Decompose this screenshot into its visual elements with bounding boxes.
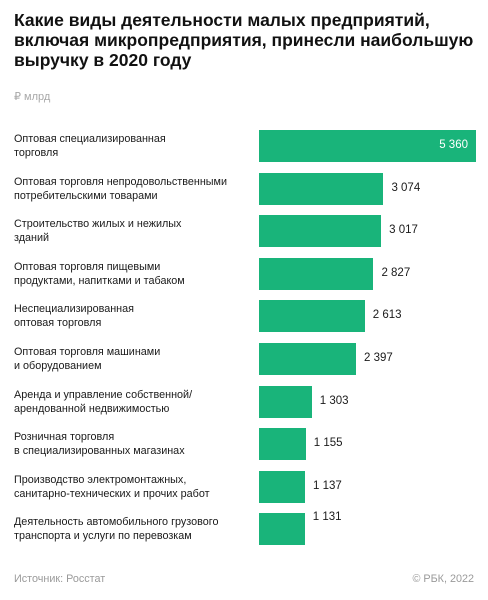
category-label-line: зданий <box>14 232 50 245</box>
value-label: 3 074 <box>391 181 421 194</box>
bar <box>259 300 365 333</box>
category-label-line: транспорта и услуги по перевозкам <box>14 530 192 543</box>
bar <box>259 385 312 418</box>
category-label: Оптовая торговля пищевыми продуктами, нап… <box>14 260 250 288</box>
category-label: Неспециализированная оптовая торговля <box>14 302 250 330</box>
category-label: Оптовая торговля непродовольственными пот… <box>14 175 250 203</box>
bar <box>259 172 384 205</box>
bar <box>259 130 476 162</box>
category-label-line: продуктами, напитками и табаком <box>14 274 185 287</box>
category-label-line: Неспециализированная <box>14 303 134 316</box>
category-label: Оптовая специализированная торговля <box>14 132 250 160</box>
bar-row: Розничная торговля в специализированных м… <box>0 424 488 467</box>
bar-row: Деятельность автомобильного грузового тра… <box>0 509 488 552</box>
category-label-line: и оборудованием <box>14 360 102 372</box>
bar-row: Строительство жилых и нежилых зданий 3 017 <box>0 211 488 254</box>
value-label: 2 613 <box>372 309 402 322</box>
category-label-line: торговля <box>14 147 59 159</box>
category-label-line: потребительскими товарами <box>14 189 158 202</box>
value-label: 3 017 <box>389 224 418 237</box>
bar-row: Оптовая специализированная торговля 5 360 <box>0 126 488 169</box>
bar-row: Оптовая торговля машинами и оборудованием… <box>0 339 488 382</box>
category-label-line: Оптовая специализированная <box>14 133 166 145</box>
category-label: Строительство жилых и нежилых зданий <box>14 217 250 245</box>
bar <box>259 257 374 290</box>
category-label-line: Производство электромонтажных, <box>14 473 187 486</box>
category-label-line: Деятельность автомобильного грузового <box>14 516 219 529</box>
value-label: 1 131 <box>312 511 342 524</box>
bar <box>259 470 306 503</box>
category-label: Розничная торговля в специализированных м… <box>14 430 250 458</box>
category-label-line: Оптовая торговля непродовольственными <box>14 175 228 188</box>
bar <box>259 215 382 248</box>
bar-row: Оптовая торговля пищевыми продуктами, нап… <box>0 254 488 297</box>
source-note: Источник: Росстат <box>14 573 106 585</box>
value-label: 2 827 <box>381 266 411 279</box>
copyright-note: © РБК, 2022 <box>412 573 474 585</box>
value-label: 2 397 <box>364 352 393 364</box>
bar-row: Производство электромонтажных, санитарно-… <box>0 467 488 510</box>
category-label: Производство электромонтажных, санитарно-… <box>14 473 250 501</box>
bar-row: Неспециализированная оптовая торговля 2 61… <box>0 296 488 339</box>
chart-title: Какие виды деятельности малых предприяти… <box>14 10 474 70</box>
category-label-line: Строительство жилых и нежилых <box>14 218 182 231</box>
category-label-line: Розничная торговля <box>14 431 115 444</box>
bar-row: Оптовая торговля непродовольственными пот… <box>0 169 488 212</box>
category-label: Деятельность автомобильного грузового тра… <box>14 515 250 543</box>
bar <box>259 513 305 546</box>
category-label-line: Аренда и управление собственной/ <box>14 388 193 401</box>
category-label-line: арендованной недвижимостью <box>14 402 170 415</box>
category-label: Оптовая торговля машинами и оборудованием <box>14 345 250 373</box>
bar <box>259 343 357 375</box>
unit-label: ₽ млрд <box>14 91 51 103</box>
category-label-line: в специализированных магазинах <box>14 445 185 458</box>
bar-row: Аренда и управление собственной/арендова… <box>0 382 488 425</box>
value-label: 1 155 <box>313 437 343 450</box>
category-label-line: Оптовая торговля пищевыми <box>14 260 161 273</box>
bar <box>259 428 306 461</box>
category-label-line: Оптовая торговля машинами <box>14 346 161 358</box>
value-label: 1 303 <box>319 394 349 407</box>
category-label-line: санитарно-технических и прочих работ <box>14 487 210 500</box>
value-label: 1 137 <box>313 479 342 492</box>
value-label: 5 360 <box>439 139 468 151</box>
category-label: Аренда и управление собственной/арендова… <box>14 388 250 416</box>
category-label-line: оптовая торговля <box>14 317 102 330</box>
